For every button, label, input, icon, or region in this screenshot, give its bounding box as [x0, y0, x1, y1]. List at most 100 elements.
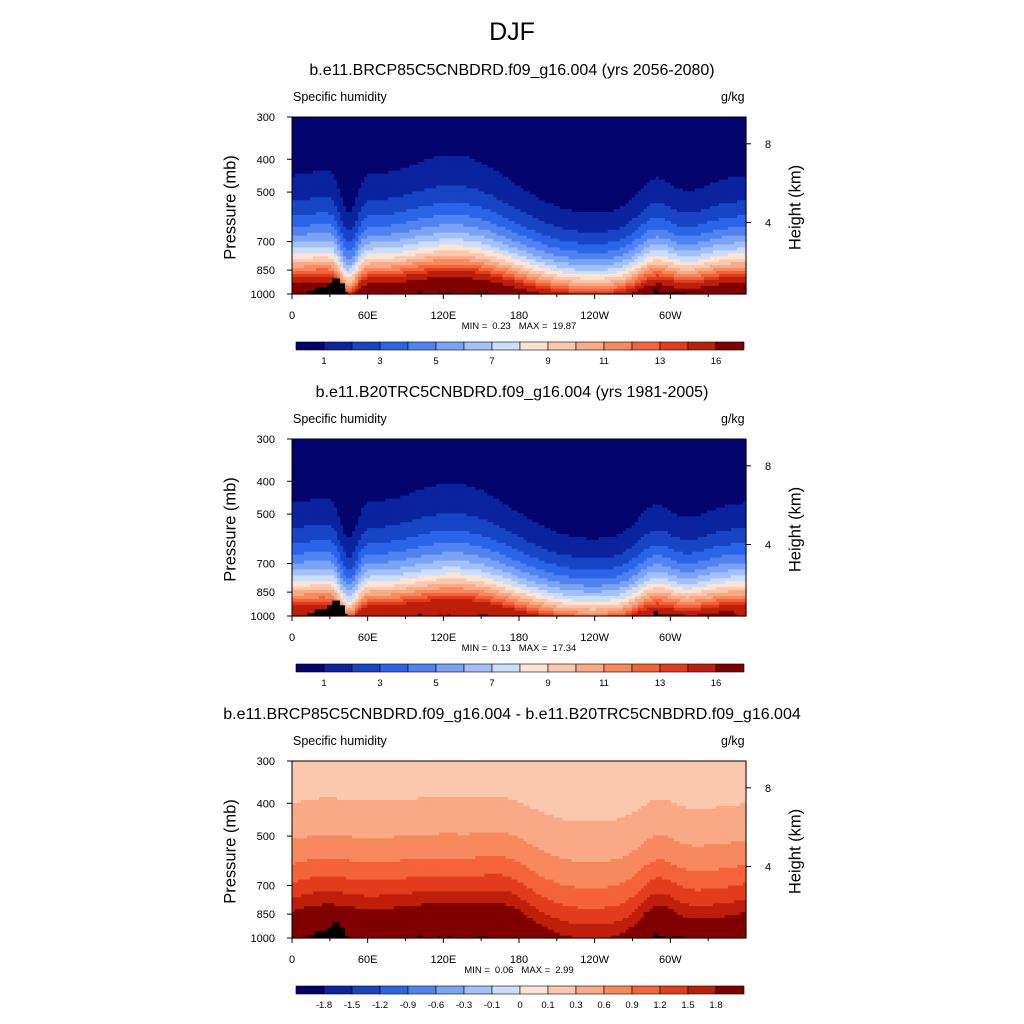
y-tick-label: 1000: [251, 611, 275, 623]
left-string: Specific humidity: [293, 734, 387, 748]
colorbar-swatch: [547, 663, 577, 673]
x-tick-label: 180: [510, 954, 528, 966]
y-tick-label: 300: [257, 756, 275, 768]
cross-section-plot: 300 400 500 700 850 1000 8 4 0 60E 120E 180 120W 60W 1…: [251, 112, 772, 367]
colorbar-swatch: [407, 341, 437, 351]
x-tick-label: 180: [510, 632, 528, 644]
colorbar-label: -0.6: [428, 1000, 444, 1011]
panel-3: b.e11.BRCP85C5CNBDRD.f09_g16.004 - b.e11…: [0, 706, 1024, 1021]
figure-title: DJF: [0, 18, 1024, 47]
x-tick-label: 60E: [358, 954, 378, 966]
panel-title: b.e11.B20TRC5CNBDRD.f09_g16.004 (yrs 198…: [0, 384, 1024, 402]
x-tick-label: 120E: [430, 954, 456, 966]
colorbar-swatch: [323, 985, 353, 995]
y-tick-label: 400: [257, 798, 275, 810]
y-right-tick-label: 8: [765, 783, 771, 795]
colorbar-label: 0.9: [625, 1000, 638, 1011]
colorbar-swatch: [659, 985, 689, 995]
cross-section-plot: 300 400 500 700 850 1000 8 4 0 60E 120E 180 120W 60W 1…: [251, 434, 772, 689]
right-string: g/kg: [721, 734, 745, 748]
colorbar-label: 11: [599, 678, 609, 689]
y-tick-label: 700: [257, 881, 275, 893]
panel-1: b.e11.BRCP85C5CNBDRD.f09_g16.004 (yrs 20…: [0, 62, 1024, 377]
colorbar-label: 1.5: [681, 1000, 694, 1011]
colorbar-swatch: [407, 985, 437, 995]
y-tick-label: 850: [257, 587, 275, 599]
x-tick-label: 120W: [580, 310, 609, 322]
y-tick-label: 400: [257, 476, 275, 488]
y-tick-label: 400: [257, 154, 275, 166]
right-string: g/kg: [721, 412, 745, 426]
max-label: MAX =: [519, 321, 548, 332]
x-tick-label: 120W: [580, 954, 609, 966]
terrain-mask: [307, 278, 686, 294]
x-tick-label: 60E: [358, 310, 378, 322]
y-right-tick-label: 4: [765, 540, 771, 552]
colorbar: [295, 985, 745, 995]
colorbar-label: 9: [545, 678, 550, 689]
colorbar-swatch: [435, 341, 465, 351]
colorbar-swatch: [715, 663, 745, 673]
colorbar-swatch: [491, 985, 521, 995]
colorbar-label: 0.3: [569, 1000, 582, 1011]
colorbar-swatch: [575, 663, 605, 673]
y-tick-label: 850: [257, 909, 275, 921]
colorbar-swatch: [351, 341, 381, 351]
y-tick-label: 500: [257, 831, 275, 843]
max-value: 17.34: [553, 643, 577, 654]
colorbar-swatch: [603, 341, 633, 351]
colorbar-label: 1.8: [709, 1000, 722, 1011]
x-tick-label: 60E: [358, 632, 378, 644]
min-max-label: MIN = 0.06 MAX = 2.99: [292, 965, 746, 976]
colorbar-swatch: [687, 985, 717, 995]
colorbar-label: 13: [655, 356, 666, 367]
panel-title: b.e11.BRCP85C5CNBDRD.f09_g16.004 (yrs 20…: [0, 62, 1024, 80]
min-value: 0.13: [492, 643, 511, 654]
colorbar-swatch: [435, 663, 465, 673]
colorbar-label: 1.2: [653, 1000, 666, 1011]
colorbar-swatch: [323, 341, 353, 351]
colorbar-swatch: [463, 663, 493, 673]
max-value: 19.87: [553, 321, 577, 332]
x-tick-label: 60W: [659, 310, 682, 322]
colorbar-swatch: [547, 341, 577, 351]
x-tick-label: 60W: [659, 954, 682, 966]
colorbar-swatch: [715, 985, 745, 995]
field-contours: [292, 439, 747, 617]
y-right-tick-label: 4: [765, 218, 771, 230]
colorbar-swatch: [295, 985, 325, 995]
terrain-mask: [307, 600, 686, 616]
y-tick-label: 700: [257, 559, 275, 571]
field-contours: [292, 117, 747, 295]
colorbar-swatch: [519, 341, 549, 351]
y-right-tick-label: 4: [765, 862, 771, 874]
colorbar-label: -1.8: [316, 1000, 332, 1011]
x-tick-label: 60W: [659, 632, 682, 644]
colorbar: [295, 663, 745, 673]
colorbar-swatch: [351, 663, 381, 673]
field-contours: [292, 761, 747, 939]
y-tick-label: 850: [257, 265, 275, 277]
colorbar-swatch: [687, 341, 717, 351]
colorbar-label: 0: [517, 1000, 522, 1011]
x-tick-label: 120E: [430, 310, 456, 322]
left-string: Specific humidity: [293, 412, 387, 426]
colorbar-label: 16: [711, 356, 722, 367]
max-label: MAX =: [519, 643, 548, 654]
colorbar-swatch: [687, 663, 717, 673]
max-label: MAX =: [521, 965, 550, 976]
min-label: MIN =: [462, 321, 488, 332]
colorbar-swatch: [715, 341, 745, 351]
colorbar-swatch: [295, 341, 325, 351]
colorbar-label: 13: [655, 678, 666, 689]
colorbar-swatch: [491, 341, 521, 351]
colorbar-swatch: [351, 985, 381, 995]
cross-section-plot: 300 400 500 700 850 1000 8 4 0 60E 120E 180 120W 60W -…: [251, 756, 772, 1011]
colorbar-label: -0.3: [456, 1000, 472, 1011]
colorbar-swatch: [323, 663, 353, 673]
colorbar-swatch: [491, 663, 521, 673]
colorbar-swatch: [379, 985, 409, 995]
y-tick-label: 1000: [251, 289, 275, 301]
colorbar-swatch: [631, 985, 661, 995]
colorbar-label: 3: [377, 356, 382, 367]
